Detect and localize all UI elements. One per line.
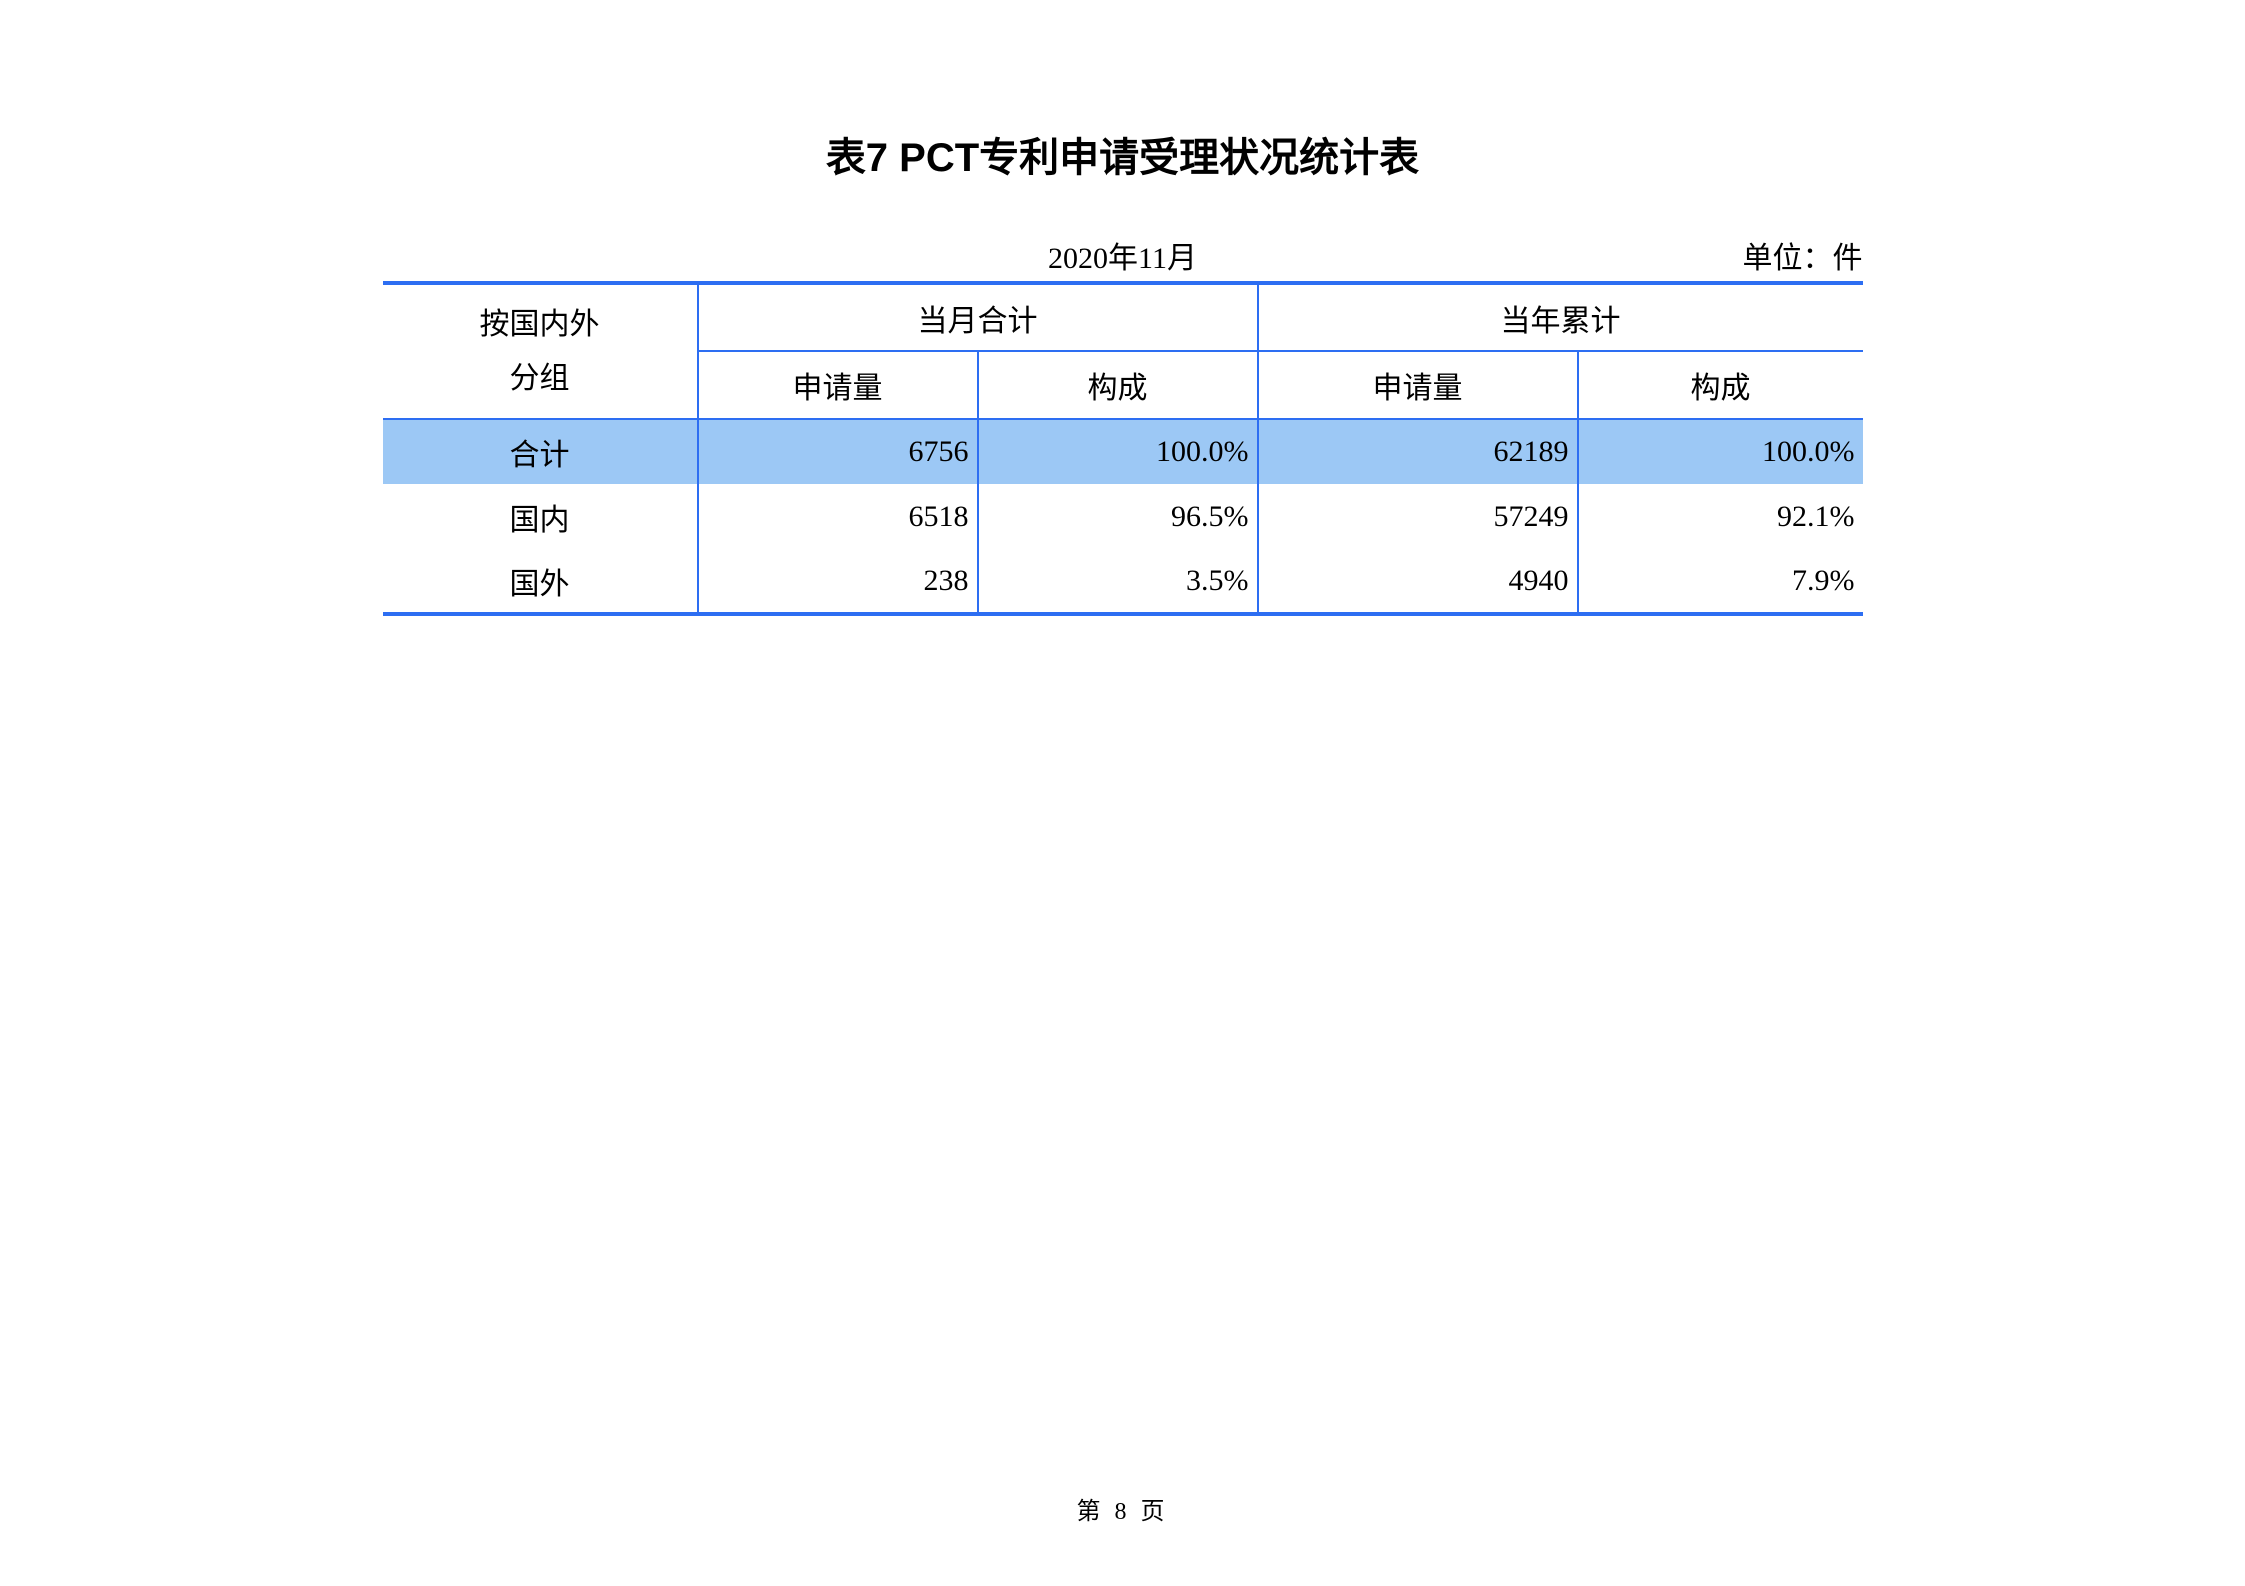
- cell-month-pct: 3.5%: [978, 549, 1258, 614]
- table-meta-row: 2020年11月 单位：件: [383, 233, 1863, 273]
- cell-year-apps: 4940: [1258, 549, 1578, 614]
- header-row-group: 按国内外 分组: [383, 283, 698, 419]
- report-date: 2020年11月: [1048, 233, 1197, 277]
- table-row: 合计 6756 100.0% 62189 100.0%: [383, 419, 1863, 484]
- cell-year-apps: 57249: [1258, 484, 1578, 549]
- cell-month-pct: 96.5%: [978, 484, 1258, 549]
- cell-year-apps: 62189: [1258, 419, 1578, 484]
- cell-month-apps: 6518: [698, 484, 978, 549]
- header-year-pct: 构成: [1578, 351, 1863, 419]
- cell-year-pct: 92.1%: [1578, 484, 1863, 549]
- page-footer: 第 8 页: [0, 1491, 2245, 1526]
- table-row: 国外 238 3.5% 4940 7.9%: [383, 549, 1863, 614]
- cell-year-pct: 100.0%: [1578, 419, 1863, 484]
- unit-label: 单位：件: [1743, 233, 1863, 277]
- header-month-pct: 构成: [978, 351, 1258, 419]
- cell-month-apps: 238: [698, 549, 978, 614]
- cell-year-pct: 7.9%: [1578, 549, 1863, 614]
- table-row: 国内 6518 96.5% 57249 92.1%: [383, 484, 1863, 549]
- page-title: 表7 PCT专利申请受理状况统计表: [0, 125, 2245, 183]
- header-year-apps: 申请量: [1258, 351, 1578, 419]
- row-label: 国内: [383, 484, 698, 549]
- cell-month-apps: 6756: [698, 419, 978, 484]
- header-year-total: 当年累计: [1258, 283, 1863, 351]
- header-rowhead-line1: 按国内外: [383, 298, 697, 352]
- cell-month-pct: 100.0%: [978, 419, 1258, 484]
- row-label: 合计: [383, 419, 698, 484]
- data-table-wrapper: 按国内外 分组 当月合计 当年累计 申请量 构成 申请量 构成 合计: [383, 281, 1863, 616]
- row-label: 国外: [383, 549, 698, 614]
- header-month-total: 当月合计: [698, 283, 1258, 351]
- header-month-apps: 申请量: [698, 351, 978, 419]
- header-rowhead-line2: 分组: [383, 352, 697, 406]
- document-page: 表7 PCT专利申请受理状况统计表 2020年11月 单位：件 按国内外 分组 …: [0, 0, 2245, 1586]
- data-table: 按国内外 分组 当月合计 当年累计 申请量 构成 申请量 构成 合计: [383, 281, 1863, 616]
